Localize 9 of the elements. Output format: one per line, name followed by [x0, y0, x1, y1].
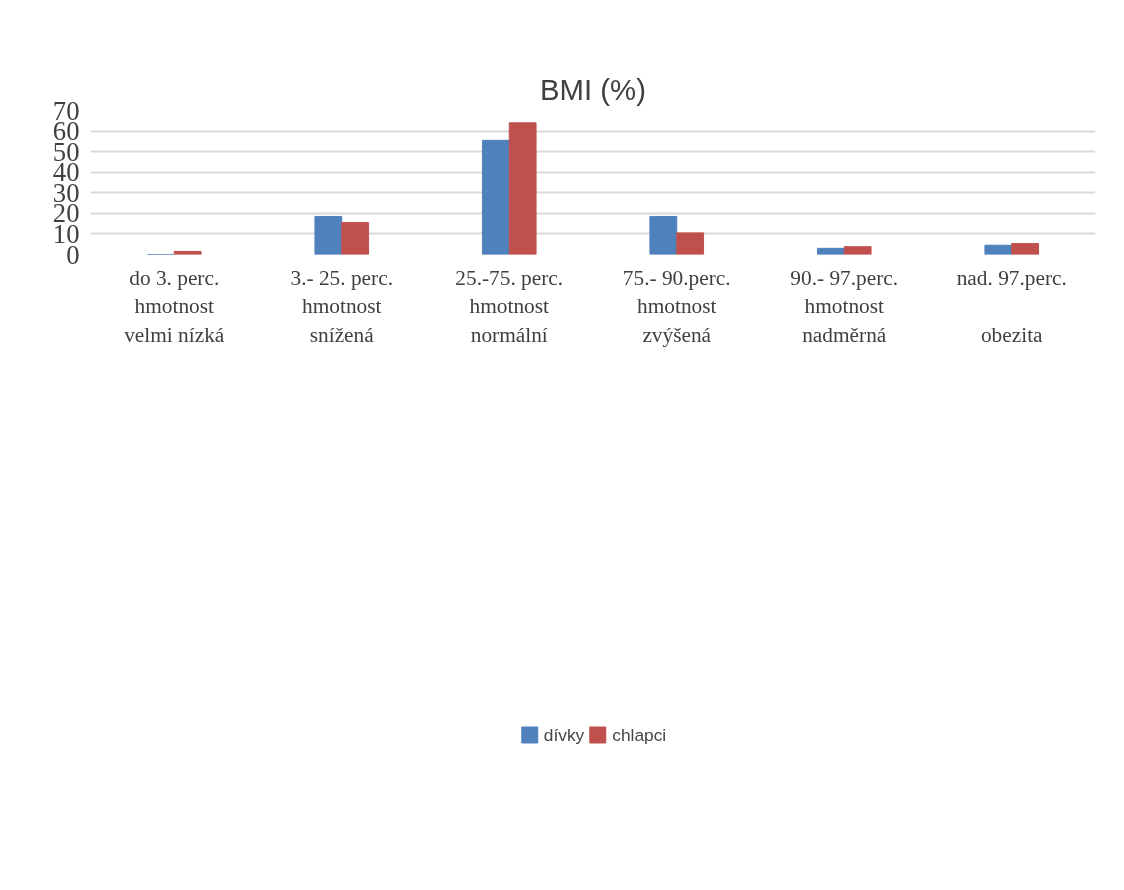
x-tick-label: 25.-75. perc. hmotnost normální	[455, 265, 564, 348]
category-label: nad. 97.perc. obezita	[956, 265, 1067, 348]
chart-title: BMI (%)	[540, 72, 646, 106]
x-tick-label: 90.- 97.perc. hmotnost nadměrná	[790, 265, 899, 348]
legend-label: chlapci	[612, 724, 667, 746]
legend-label: dívky	[543, 724, 585, 746]
x-tick-label: 3.- 25. perc. hmotnost snížená	[290, 265, 393, 348]
x-tick-label: do 3. perc. hmotnost velmi nízká	[124, 265, 225, 348]
x-tick-label: 75.- 90.perc. hmotnost zvýšená	[622, 265, 731, 348]
